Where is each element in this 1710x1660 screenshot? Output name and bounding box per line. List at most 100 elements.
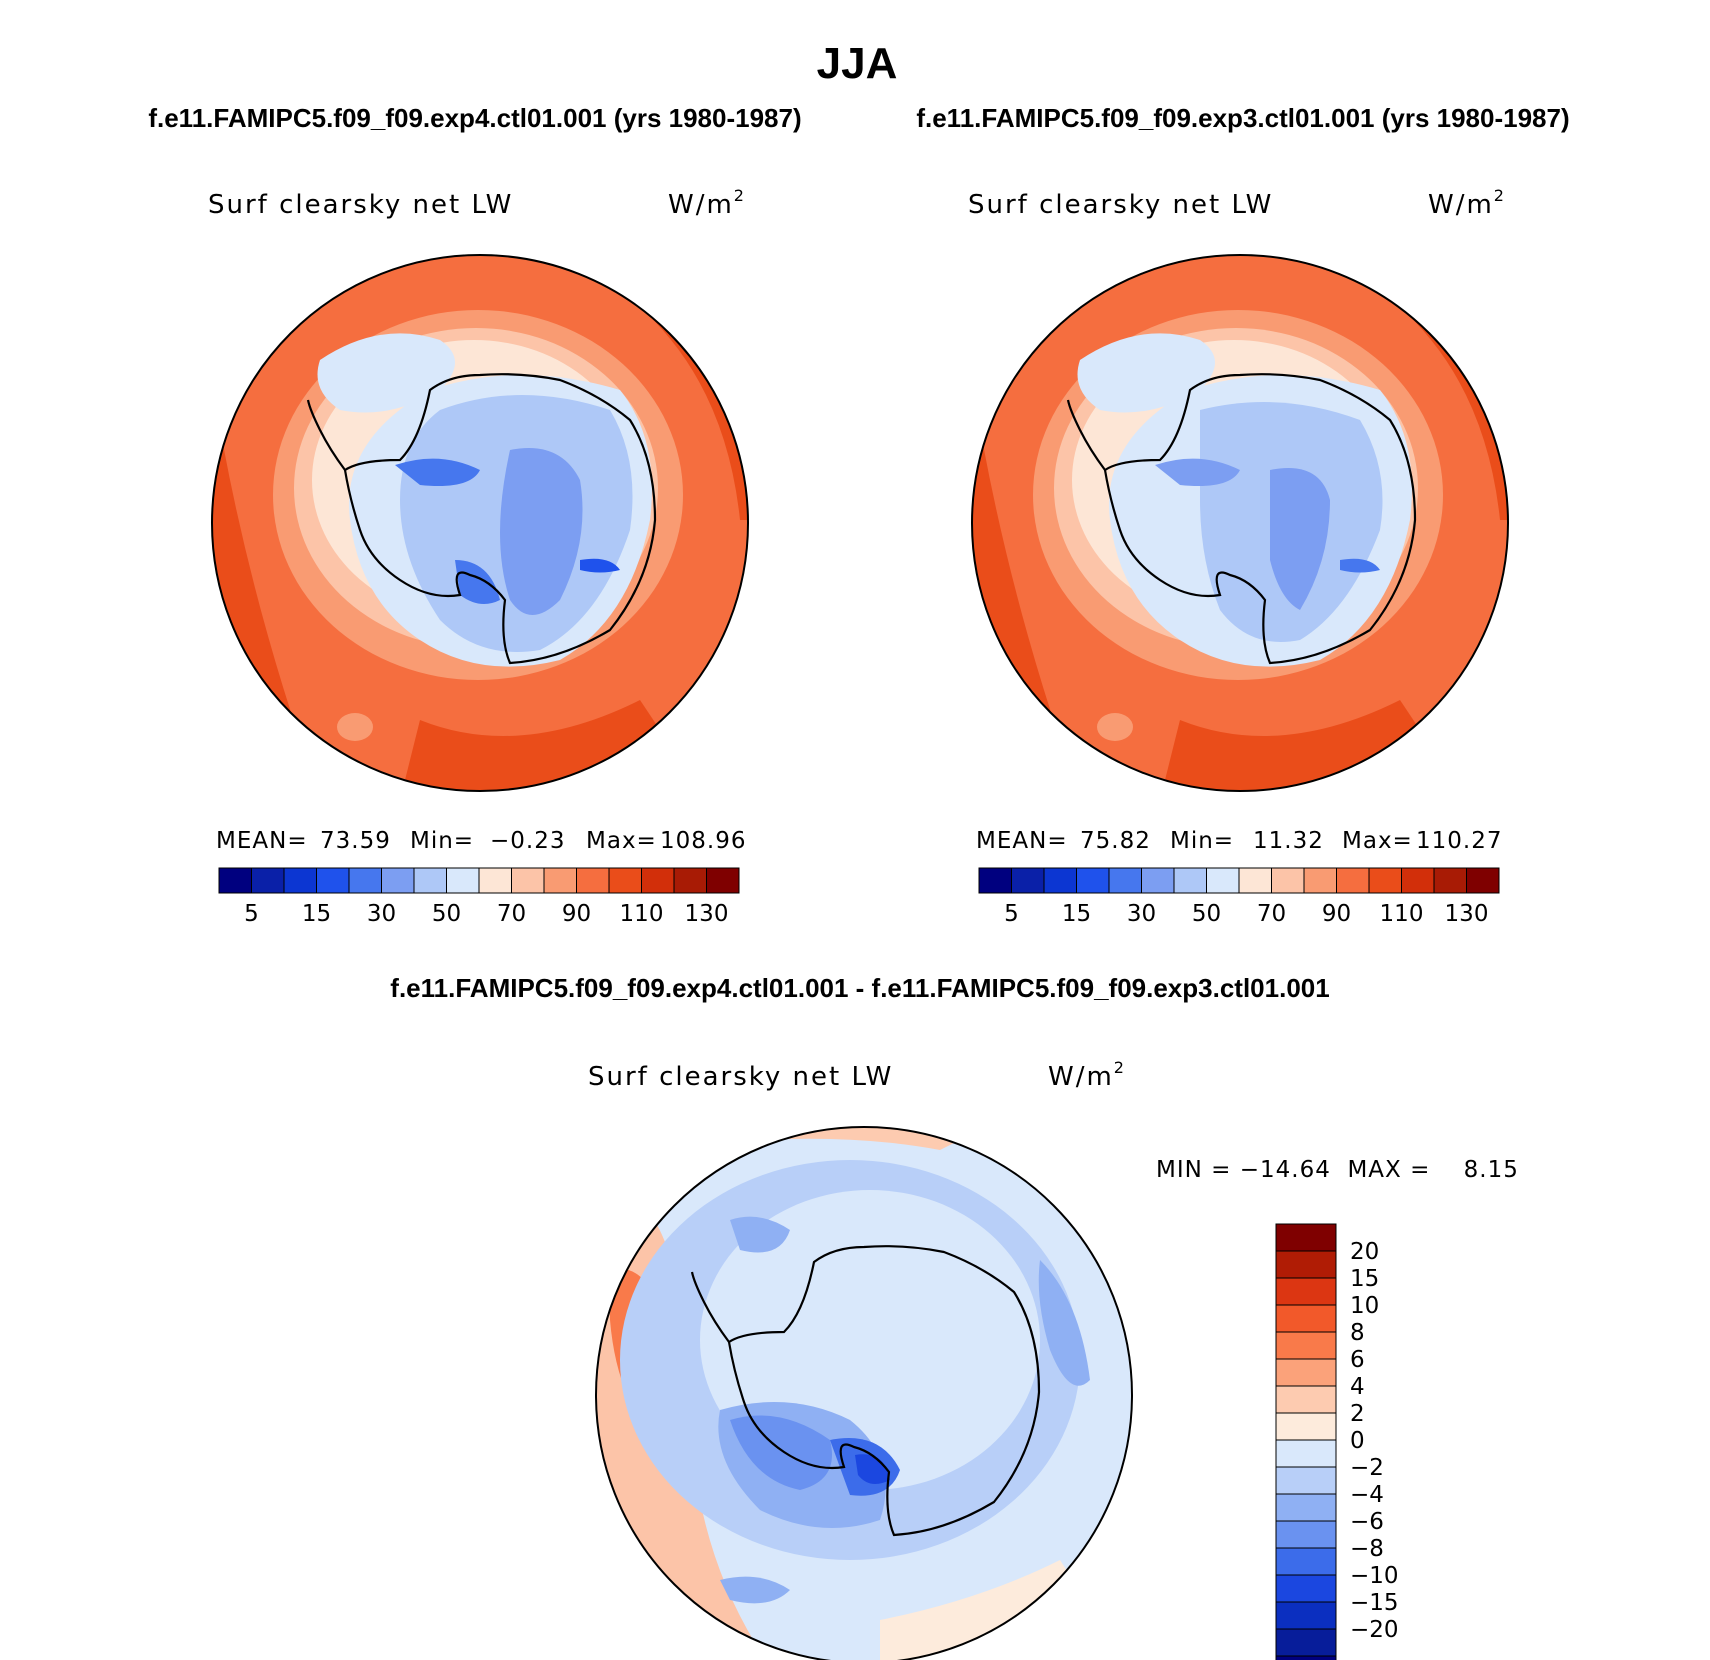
right-colorbar-box: [1076, 867, 1110, 894]
left-colorbar-tick-label: 70: [497, 901, 526, 927]
right-colorbar-box: [1368, 867, 1402, 894]
right-colorbar-box: [1043, 867, 1077, 894]
right-colorbar-box: [1108, 867, 1142, 894]
left-colorbar-box: [348, 867, 382, 894]
svg-text:73.59: 73.59: [320, 828, 391, 854]
left-peninsula-outline: [306, 399, 346, 471]
diff-colorbar-box: [1275, 1628, 1337, 1657]
right-units-label: W/m2: [1428, 186, 1506, 220]
right-colorbar-box: [1433, 867, 1467, 894]
diff-colorbar-box: [1275, 1277, 1337, 1306]
right-colorbar-box: [978, 867, 1012, 894]
left-colorbar-tick-label: 15: [302, 901, 331, 927]
figure-title: JJA: [817, 39, 898, 88]
left-colorbar-tick-label: 50: [432, 901, 461, 927]
left-map-frame: [211, 254, 749, 792]
left-colorbar-box: [608, 867, 642, 894]
right-colorbar-box: [1238, 867, 1272, 894]
diff-colorbar-tick-label: 4: [1350, 1374, 1365, 1400]
right-colorbar-box: [1011, 867, 1045, 894]
right-case-title: f.e11.FAMIPC5.f09_f09.exp3.ctl01.001 (yr…: [916, 103, 1569, 133]
left-colorbar-tick-label: 90: [562, 901, 591, 927]
diff-polar-map: [596, 1127, 1132, 1660]
left-colorbar-box: [413, 867, 447, 894]
svg-text:Min=: Min=: [410, 828, 474, 854]
svg-text:110.27: 110.27: [1416, 828, 1502, 854]
left-antarctica-coastline: [343, 373, 657, 665]
svg-text:Max=: Max=: [1342, 828, 1413, 854]
diff-colorbar-tick-label: 8: [1350, 1320, 1365, 1346]
right-colorbar: 5 15 30 50 70 90 110 130: [978, 867, 1500, 927]
right-colorbar-box: [1466, 867, 1500, 894]
diff-colorbar-tick-label: −15: [1350, 1590, 1399, 1616]
diff-colorbar-box: [1275, 1547, 1337, 1576]
diff-map-frame: [595, 1126, 1133, 1660]
right-colorbar-box: [1271, 867, 1305, 894]
right-colorbar-box: [1206, 867, 1240, 894]
right-colorbar-box: [1173, 867, 1207, 894]
diff-colorbar-box: [1275, 1466, 1337, 1495]
diff-antarctica-coastline: [727, 1245, 1041, 1537]
right-colorbar-box: [1141, 867, 1175, 894]
right-colorbar-tick-label: 15: [1062, 901, 1091, 927]
left-colorbar-box: [543, 867, 577, 894]
right-peninsula-outline: [1066, 399, 1106, 471]
diff-colorbar-tick-label: 20: [1350, 1239, 1379, 1265]
left-colorbar-box: [706, 867, 740, 894]
right-colorbar-tick-label: 110: [1380, 901, 1424, 927]
diff-colorbar-box: [1275, 1574, 1337, 1603]
diff-colorbar-box: [1275, 1493, 1337, 1522]
diff-colorbar-tick-label: −2: [1350, 1455, 1384, 1481]
diff-colorbar-tick-label: −4: [1350, 1482, 1384, 1508]
diff-colorbar-box: [1275, 1250, 1337, 1279]
svg-text:MEAN=: MEAN=: [216, 828, 308, 854]
right-colorbar-box: [1303, 867, 1337, 894]
right-colorbar-tick-label: 50: [1192, 901, 1221, 927]
diff-colorbar-box: [1275, 1655, 1337, 1660]
right-colorbar-tick-label: 130: [1445, 901, 1489, 927]
diff-title: f.e11.FAMIPC5.f09_f09.exp4.ctl01.001 - f…: [390, 973, 1329, 1003]
diff-colorbar-tick-label: −10: [1350, 1563, 1399, 1589]
left-colorbar-box: [316, 867, 350, 894]
right-map-frame: [971, 254, 1509, 792]
left-case-title: f.e11.FAMIPC5.f09_f09.exp4.ctl01.001 (yr…: [148, 103, 801, 133]
right-colorbar-box: [1336, 867, 1370, 894]
left-colorbar-tick-label: 130: [685, 901, 729, 927]
svg-text:−0.23: −0.23: [490, 828, 565, 854]
left-units-label: W/m2: [668, 186, 746, 220]
diff-colorbar-box: [1275, 1412, 1337, 1441]
svg-text:75.82: 75.82: [1080, 828, 1151, 854]
diff-colorbar-tick-label: −8: [1350, 1536, 1384, 1562]
left-colorbar-box: [381, 867, 415, 894]
svg-text:MEAN=: MEAN=: [976, 828, 1068, 854]
diff-colorbar-tick-label: 6: [1350, 1347, 1365, 1373]
diff-colorbar-box: [1275, 1385, 1337, 1414]
right-variable-label: Surf clearsky net LW: [968, 190, 1273, 220]
left-colorbar-box: [218, 867, 252, 894]
diff-colorbar-tick-label: −6: [1350, 1509, 1384, 1535]
left-colorbar-box: [251, 867, 285, 894]
left-colorbar-box: [283, 867, 317, 894]
left-colorbar-box: [478, 867, 512, 894]
diff-minmax: MIN = −14.64 MAX = 8.15: [1156, 1157, 1519, 1183]
right-colorbar-box: [1401, 867, 1435, 894]
right-polar-map: [972, 255, 1508, 791]
diff-colorbar-tick-label: 2: [1350, 1401, 1365, 1427]
diff-variable-label: Surf clearsky net LW: [588, 1062, 893, 1092]
left-stats: MEAN= 73.59 Min= −0.23 Max= 108.96: [216, 828, 745, 854]
left-colorbar-tick-label: 5: [244, 901, 259, 927]
diff-colorbar-tick-label: −20: [1350, 1617, 1399, 1643]
svg-text:Max=: Max=: [586, 828, 657, 854]
left-colorbar-tick-label: 30: [367, 901, 396, 927]
diff-colorbar-tick-label: 15: [1350, 1266, 1379, 1292]
left-colorbar: 5 15 30 50 70 90 110 130: [218, 867, 740, 927]
left-colorbar-box: [576, 867, 610, 894]
diff-units-label: W/m2: [1048, 1058, 1126, 1092]
right-stats: MEAN= 75.82 Min= 11.32 Max= 110.27: [976, 828, 1502, 854]
svg-text:Min=: Min=: [1170, 828, 1234, 854]
left-variable-label: Surf clearsky net LW: [208, 190, 513, 220]
diff-colorbar-box: [1275, 1331, 1337, 1360]
diff-colorbar-box: [1275, 1223, 1337, 1252]
